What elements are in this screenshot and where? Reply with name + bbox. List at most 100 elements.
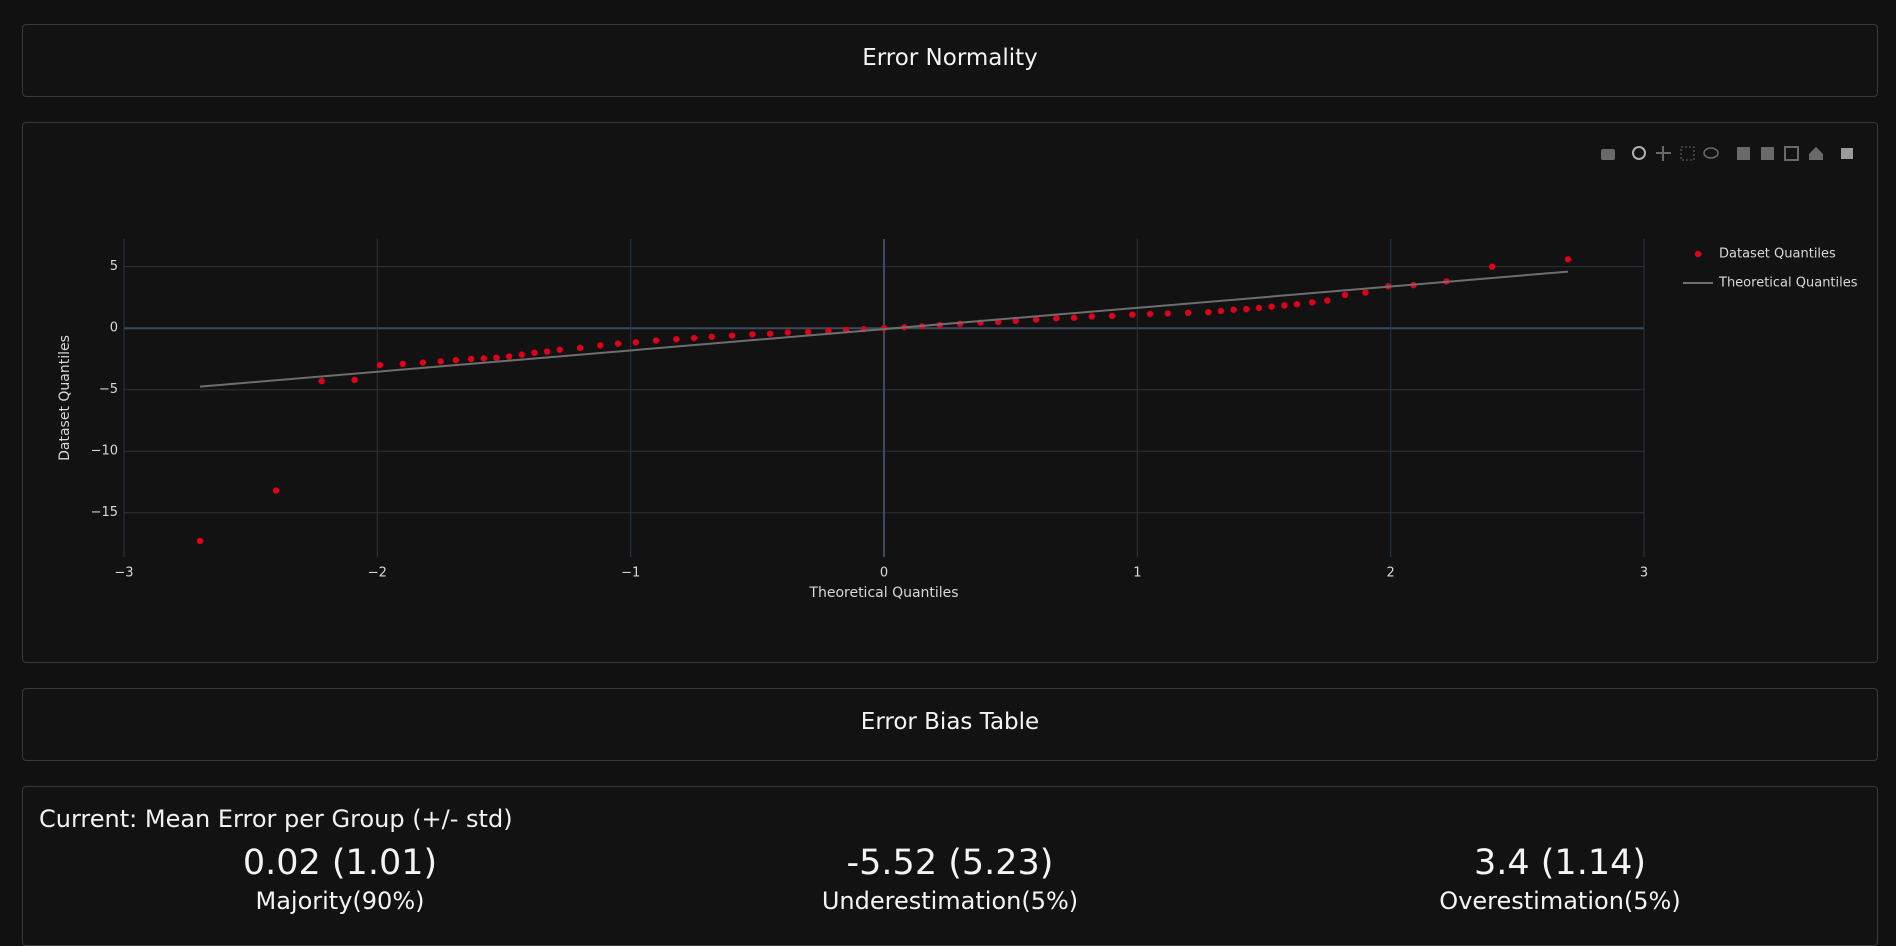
data-point [505, 353, 513, 360]
data-point [673, 336, 680, 343]
zoom-button[interactable] [1632, 146, 1646, 160]
bias-table-panel: Current: Mean Error per Group (+/- std) … [22, 786, 1878, 946]
y-tick-label: −5 [99, 382, 118, 397]
data-point [1129, 311, 1136, 318]
group-label: Overestimation(5%) [1439, 887, 1681, 915]
data-point [1088, 313, 1095, 320]
data-point [437, 358, 444, 365]
group-cell: 0.02 (1.01) Majority(90%) [40, 843, 640, 915]
data-point [543, 348, 551, 355]
data-point [272, 487, 280, 494]
x-tick-label: −3 [114, 566, 133, 581]
reset-button[interactable] [1809, 147, 1823, 160]
data-point [804, 328, 812, 336]
modebar [1601, 146, 1853, 161]
y-axis-title: Dataset Quantiles [57, 335, 73, 461]
autoscale-button[interactable] [1784, 146, 1799, 161]
zoom-out-button[interactable] [1761, 147, 1774, 160]
x-axis-title: Theoretical Quantiles [808, 585, 958, 601]
y-tick-label: 5 [110, 259, 118, 274]
x-tick-label: 1 [1133, 566, 1141, 581]
legend-label: Dataset Quantiles [1719, 247, 1836, 262]
data-point [1341, 291, 1349, 299]
data-point [493, 354, 500, 361]
data-point [1281, 302, 1288, 309]
data-point [1070, 314, 1078, 321]
data-point [399, 360, 406, 368]
data-point [597, 342, 604, 349]
x-tick-label: −2 [368, 566, 387, 581]
data-point [1032, 316, 1040, 323]
data-point [784, 329, 791, 336]
y-tick-label: −15 [91, 505, 118, 520]
camera-button[interactable] [1601, 149, 1615, 160]
x-tick-label: −1 [621, 566, 640, 581]
data-point [1268, 303, 1275, 310]
data-point [1564, 256, 1572, 263]
x-tick-label: 2 [1387, 566, 1395, 581]
panel-title: Error Normality [862, 45, 1038, 71]
data-point [1255, 304, 1263, 312]
plotly-logo[interactable] [1841, 148, 1853, 159]
pan-button[interactable] [1656, 146, 1671, 161]
data-point [1230, 306, 1237, 313]
lasso-button[interactable] [1703, 147, 1719, 159]
data-point [1243, 305, 1250, 313]
data-point [728, 332, 736, 339]
data-point [419, 359, 427, 366]
data-point [1324, 297, 1331, 304]
group-label: Underestimation(5%) [821, 887, 1079, 915]
data-point [652, 337, 660, 344]
data-point [376, 361, 384, 369]
data-point [318, 377, 325, 385]
data-point [614, 340, 622, 347]
group-value: -5.52 (5.23) [846, 843, 1054, 883]
title-panel: Error Normality [22, 24, 1878, 97]
legend-label: Theoretical Quantiles [1718, 276, 1858, 291]
group-label: Majority(90%) [255, 887, 425, 915]
data-point [1308, 299, 1316, 306]
y-tick-label: 0 [110, 321, 118, 336]
data-point [196, 537, 204, 545]
reference-line [199, 270, 1569, 388]
data-point [531, 349, 538, 356]
data-point [1012, 317, 1019, 325]
data-point [1164, 310, 1171, 317]
legend-symbol [1694, 250, 1702, 258]
data-point [1146, 310, 1154, 318]
x-tick-label: 3 [1640, 566, 1648, 581]
x-tick-label: 0 [880, 566, 888, 581]
data-point [556, 346, 563, 353]
group-value: 3.4 (1.14) [1473, 843, 1647, 883]
data-point [576, 344, 584, 352]
y-tick-label: −10 [91, 444, 118, 459]
data-point [749, 331, 756, 338]
box-select-button[interactable] [1680, 146, 1695, 161]
group-cell: -5.52 (5.23) Underestimation(5%) [650, 843, 1250, 915]
chart-panel: −15 −10 −5 0 5 −3 −2 −1 0 1 2 3 Theoretical Quantile… [22, 122, 1878, 663]
bias-title-panel: Error Bias Table [22, 688, 1878, 761]
group-cell: 3.4 (1.14) Overestimation(5%) [1260, 843, 1860, 915]
data-point [1488, 263, 1496, 270]
data-point [766, 330, 774, 337]
table-heading: Current: Mean Error per Group (+/- std) [39, 805, 513, 833]
data-point [1293, 300, 1301, 308]
group-value: 0.02 (1.01) [242, 843, 438, 883]
zoom-in-button[interactable] [1737, 147, 1750, 160]
data-point [351, 376, 358, 384]
data-point [708, 333, 715, 340]
data-point [1362, 289, 1369, 296]
data-point [632, 339, 639, 346]
data-point [452, 356, 460, 364]
data-point [1053, 315, 1060, 322]
data-point [825, 327, 832, 335]
data-point [1108, 312, 1116, 320]
data-point [690, 334, 698, 342]
data-point [1184, 309, 1192, 317]
panel-title: Error Bias Table [860, 709, 1040, 735]
data-point [480, 355, 487, 362]
data-point [467, 355, 475, 363]
data-point [1217, 307, 1225, 315]
